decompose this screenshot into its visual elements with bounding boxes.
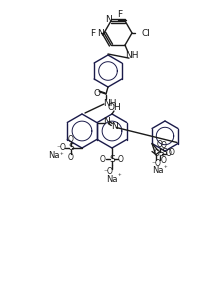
Text: O: O bbox=[166, 149, 172, 158]
Text: ⁻O: ⁻O bbox=[103, 167, 113, 176]
Text: Na: Na bbox=[152, 166, 164, 175]
Text: S: S bbox=[158, 149, 164, 158]
Text: NH: NH bbox=[125, 51, 139, 60]
Text: F: F bbox=[117, 10, 122, 19]
Text: Na: Na bbox=[106, 175, 118, 184]
Text: O: O bbox=[68, 135, 74, 144]
Text: S: S bbox=[68, 144, 74, 152]
Text: N: N bbox=[105, 15, 111, 25]
Text: N: N bbox=[111, 122, 118, 131]
Text: O: O bbox=[161, 141, 167, 150]
Text: F: F bbox=[90, 28, 95, 37]
Text: S: S bbox=[109, 155, 115, 164]
Text: ⁻O: ⁻O bbox=[151, 159, 161, 168]
Text: O: O bbox=[94, 89, 101, 97]
Text: O: O bbox=[100, 155, 106, 164]
Text: Na: Na bbox=[48, 152, 60, 161]
Text: O: O bbox=[169, 148, 175, 157]
Text: O: O bbox=[157, 140, 163, 149]
Text: N: N bbox=[98, 30, 104, 39]
Text: O: O bbox=[154, 149, 160, 158]
Text: O: O bbox=[161, 156, 167, 165]
Text: ⁻O: ⁻O bbox=[56, 144, 66, 152]
Text: ⁺: ⁺ bbox=[163, 166, 167, 172]
Text: S: S bbox=[161, 148, 167, 157]
Text: OH: OH bbox=[107, 103, 121, 112]
Text: ⁺: ⁺ bbox=[117, 174, 121, 180]
Text: O: O bbox=[68, 152, 74, 161]
Text: NH: NH bbox=[103, 98, 117, 108]
Text: O: O bbox=[118, 155, 124, 164]
Text: Cl: Cl bbox=[142, 28, 151, 37]
Text: ⁺: ⁺ bbox=[59, 153, 63, 159]
Text: N: N bbox=[103, 117, 110, 126]
